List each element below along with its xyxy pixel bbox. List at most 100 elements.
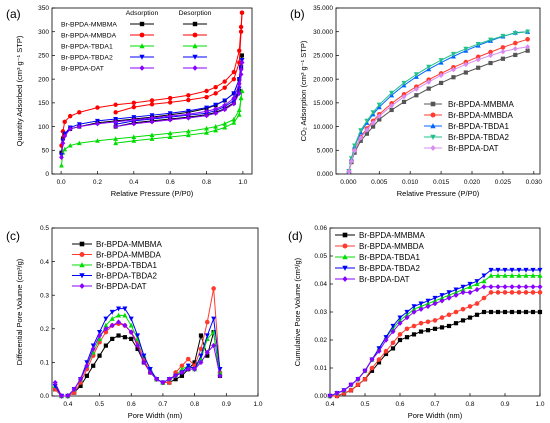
desorption-point <box>131 121 137 127</box>
data-point <box>376 102 382 108</box>
data-point <box>488 37 494 43</box>
data-point <box>509 290 515 295</box>
y-tick-label: 10.000 <box>313 124 333 131</box>
desorption-line <box>115 12 243 113</box>
data-point <box>383 351 389 357</box>
desorption-point <box>239 88 245 93</box>
data-point <box>530 267 536 273</box>
data-point <box>113 119 119 125</box>
data-point <box>453 292 459 298</box>
data-point <box>198 359 204 366</box>
data-point <box>154 376 160 382</box>
data-point <box>355 382 361 388</box>
data-point <box>453 287 459 293</box>
data-point <box>390 328 396 335</box>
y-tick-label: 0.03 <box>314 309 327 316</box>
x-tick-label: 0.015 <box>433 179 450 186</box>
legend-marker <box>430 101 436 107</box>
series-4 <box>346 29 531 174</box>
data-point <box>516 267 522 273</box>
data-point <box>149 115 155 121</box>
data-point <box>352 143 358 149</box>
data-point <box>495 267 501 273</box>
legend-label: Br-BPDA-TBDA2 <box>448 133 509 142</box>
data-point <box>166 376 172 382</box>
legend-marker <box>79 241 85 247</box>
data-point <box>530 290 536 295</box>
data-point <box>173 370 178 375</box>
y-tick-label: 0.06 <box>314 225 327 232</box>
y-tick-label: 300 <box>38 29 49 36</box>
data-point <box>122 322 128 329</box>
data-point <box>404 326 410 332</box>
data-point <box>481 284 487 290</box>
y-tick-label: 0.05 <box>314 253 327 260</box>
data-point <box>122 312 128 318</box>
desorption-point <box>239 10 245 15</box>
data-point <box>213 102 219 108</box>
data-point <box>327 393 333 399</box>
data-point <box>467 304 473 309</box>
data-point <box>525 29 531 35</box>
y-tick-label: 0 <box>45 171 49 178</box>
legend-col-header: Desorption <box>179 10 212 17</box>
data-point <box>397 337 403 343</box>
legend-label: Br-BPDA-MMBMA <box>359 231 425 240</box>
desorption-line <box>115 90 243 144</box>
data-point <box>401 99 407 105</box>
x-tick-label: 0.4 <box>63 401 72 408</box>
series-2 <box>327 290 543 399</box>
data-point <box>426 64 432 70</box>
data-point <box>401 80 407 86</box>
data-point <box>78 383 83 389</box>
panel-label: (d) <box>288 229 303 243</box>
data-point <box>463 61 469 68</box>
data-point <box>192 360 197 365</box>
legend-marker <box>342 265 348 271</box>
y-tick-label: 0.2 <box>40 326 49 333</box>
data-point <box>404 314 410 321</box>
data-point <box>149 98 155 103</box>
data-point <box>67 142 73 148</box>
data-point <box>204 105 209 111</box>
data-point <box>425 328 431 333</box>
data-point <box>523 272 529 278</box>
y-tick-label: 30.000 <box>313 29 333 36</box>
series-3 <box>52 312 223 399</box>
data-point <box>179 363 185 369</box>
y-tick-label: 0.02 <box>314 337 327 344</box>
legend-marker <box>342 243 348 249</box>
legend-marker <box>192 32 198 38</box>
legend-marker <box>79 283 85 289</box>
legend: Br-BPDA-MMBMA Br-BPDA-MMBDA Br-BPDA-TBDA1 B… <box>424 100 514 153</box>
data-point <box>97 330 103 335</box>
data-point <box>438 80 444 86</box>
desorption-point <box>240 53 244 58</box>
legend-label: Br-BPDA-TBDA1 <box>61 43 113 50</box>
desorption-point <box>239 59 245 66</box>
data-point <box>530 272 536 278</box>
series-2 <box>52 286 223 399</box>
data-point <box>231 91 237 96</box>
desorption-point <box>149 102 155 107</box>
plot-frame <box>335 7 541 175</box>
legend-marker <box>430 112 436 118</box>
desorption-point <box>167 134 173 140</box>
data-point <box>525 48 530 53</box>
data-point <box>211 286 216 291</box>
legend-label: Br-BPDA-TBDA2 <box>61 54 113 61</box>
data-point <box>213 106 219 112</box>
data-point <box>128 322 134 328</box>
data-point <box>451 75 456 80</box>
legend-marker <box>192 21 198 27</box>
data-point <box>84 363 90 369</box>
y-tick-label: 200 <box>38 76 49 83</box>
series-3 <box>59 88 245 168</box>
x-axis-label: Relative Pressure (P/P0) <box>111 189 194 198</box>
desorption-point <box>213 91 218 96</box>
data-point <box>495 309 501 315</box>
data-point <box>523 290 529 295</box>
legend-label: Br-BPDA-MMBMA <box>61 21 117 28</box>
data-point <box>131 134 137 140</box>
